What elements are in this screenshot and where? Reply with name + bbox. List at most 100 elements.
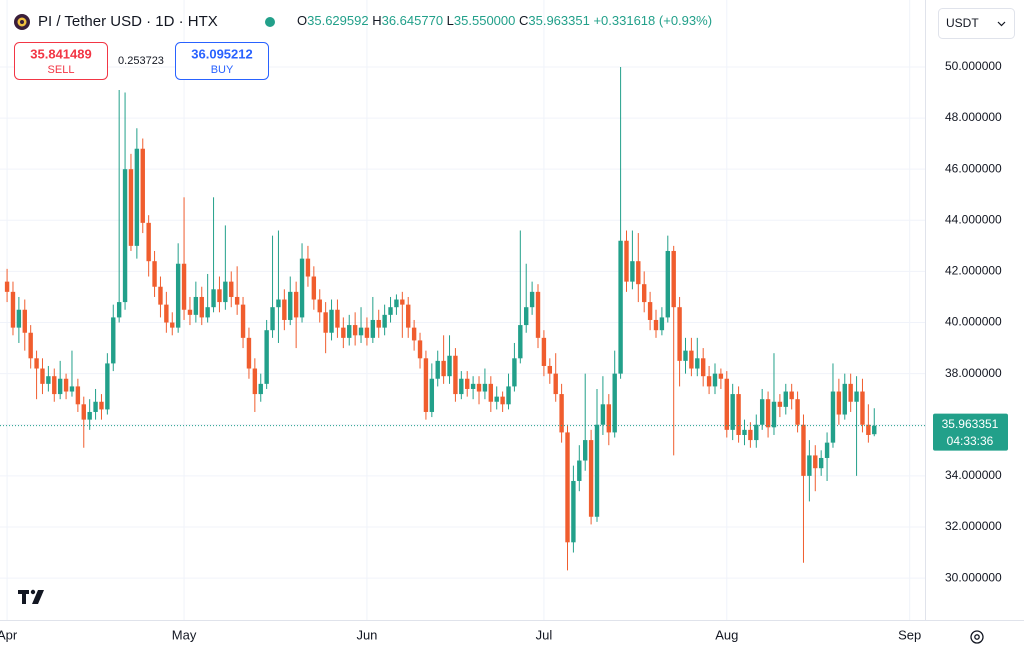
candle-body	[335, 309, 340, 328]
candle-body	[376, 319, 381, 328]
candle-body	[234, 296, 240, 305]
market-status	[265, 17, 275, 27]
candle-body	[866, 424, 871, 435]
candle-body	[854, 391, 859, 402]
candle-body	[75, 386, 81, 405]
candle-body	[252, 368, 258, 395]
candle-body	[872, 425, 877, 435]
candle-body	[518, 325, 523, 359]
candle-body	[394, 299, 399, 308]
candle-body	[559, 394, 564, 433]
y-tick-label: 42.000000	[945, 264, 1002, 278]
candle-body	[16, 309, 22, 328]
candle-body	[93, 401, 98, 412]
candle-body	[347, 325, 352, 338]
candle-body	[665, 250, 670, 318]
legend-value: 35.963351	[528, 13, 589, 28]
candle-body	[830, 391, 836, 443]
candle-body	[164, 304, 169, 323]
candle-body	[46, 376, 51, 384]
candle-body	[388, 307, 393, 315]
candle-body	[736, 394, 741, 435]
candle-body	[488, 383, 494, 402]
candle-body	[600, 404, 606, 425]
x-tick-label: Apr	[0, 627, 18, 642]
last-price-tag	[933, 413, 1008, 451]
candle-body	[240, 304, 246, 338]
candle-body	[105, 363, 110, 410]
buy-label: BUY	[211, 64, 234, 76]
candle-body	[81, 404, 86, 420]
x-tick-label: Sep	[898, 627, 921, 642]
candle-body	[730, 394, 735, 430]
candle-body	[512, 358, 517, 387]
x-tick-label: Aug	[715, 627, 738, 642]
candle-body	[482, 383, 488, 392]
candle-body	[447, 355, 452, 377]
candle-body	[476, 383, 482, 392]
sell-button[interactable]: 35.841489 SELL	[14, 42, 108, 80]
candle-body	[317, 299, 322, 313]
candle-body	[28, 332, 33, 359]
candle-body	[246, 337, 252, 369]
candle-body	[128, 169, 134, 246]
candle-body	[683, 350, 688, 361]
candle-body	[630, 261, 635, 282]
candle-body	[695, 358, 700, 369]
candle-body	[52, 376, 57, 395]
candle-body	[140, 148, 145, 223]
candle-body	[205, 307, 210, 318]
legend-label: O	[297, 13, 307, 28]
candle-body	[352, 325, 358, 336]
candle-body	[541, 337, 547, 366]
legend-label: L	[447, 13, 454, 28]
candle-body	[181, 263, 187, 310]
y-tick-label: 34.000000	[945, 468, 1002, 482]
candle-body	[57, 378, 63, 395]
candle-body	[199, 296, 204, 318]
candle-body	[382, 314, 387, 328]
buy-button[interactable]: 36.095212 BUY	[175, 42, 269, 80]
candle-body	[818, 457, 824, 469]
candle-body	[87, 411, 92, 420]
candle-body	[400, 299, 405, 305]
x-tick-label: Jul	[536, 627, 553, 642]
candle-body	[370, 319, 376, 338]
candle-body	[795, 399, 800, 425]
candle-body	[22, 309, 27, 333]
candle-body	[459, 378, 464, 395]
y-tick-label: 32.000000	[945, 519, 1002, 533]
candle-body	[506, 386, 511, 405]
candle-body	[677, 307, 682, 361]
candle-body	[777, 401, 783, 407]
buy-price: 36.095212	[191, 46, 252, 61]
candle-body	[742, 429, 747, 435]
last-price-label: 35.963351	[942, 417, 999, 431]
candle-body	[612, 373, 617, 433]
candle-body	[305, 258, 311, 277]
sell-label: SELL	[48, 64, 75, 76]
candle-body	[754, 424, 759, 441]
countdown: 04:33:36	[947, 434, 994, 448]
candle-body	[282, 299, 287, 320]
candle-body	[293, 291, 299, 318]
x-tick-label: May	[172, 627, 197, 642]
candle-body	[134, 148, 140, 246]
candle-body	[116, 302, 122, 318]
candle-body	[122, 169, 128, 303]
currency-select[interactable]: USDT	[938, 8, 1015, 39]
candle-body	[547, 365, 553, 374]
candle-body	[813, 455, 818, 469]
candle-body	[175, 263, 181, 328]
candle-body	[565, 432, 570, 543]
candle-body	[618, 240, 623, 374]
settings-button[interactable]	[970, 630, 984, 644]
candle-body	[842, 383, 847, 415]
candle-body	[470, 383, 476, 389]
candle-body	[158, 286, 163, 305]
legend-label: H	[372, 13, 381, 28]
candle-body	[417, 340, 423, 359]
candle-body	[63, 378, 69, 392]
candle-body	[323, 312, 328, 333]
